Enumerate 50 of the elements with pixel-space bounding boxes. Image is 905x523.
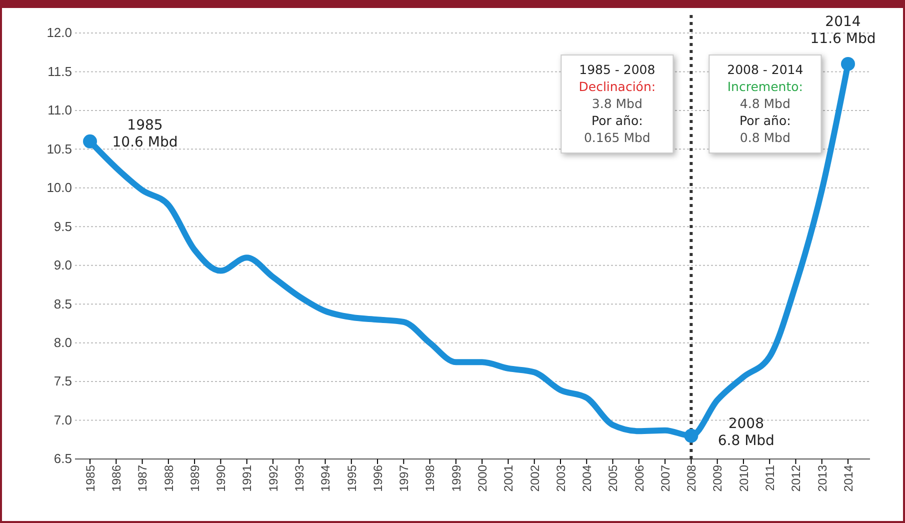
y-tick-label: 7.0 (54, 412, 72, 428)
x-tick-label: 2002 (528, 464, 542, 492)
x-tick-label: 1993 (292, 464, 307, 492)
x-tick-label: 2006 (632, 464, 646, 492)
y-tick-label: 9.5 (54, 218, 72, 234)
y-tick-label: 7.5 (54, 374, 72, 389)
y-tick-label: 9.0 (54, 258, 72, 273)
x-tick-label: 2013 (815, 464, 830, 492)
y-tick-label: 10.0 (46, 180, 72, 196)
x-tick-label: 2011 (762, 464, 777, 491)
y-tick-label: 6.5 (54, 451, 72, 466)
x-tick-label: 1997 (397, 464, 412, 492)
x-tick-label: 1999 (449, 464, 464, 492)
x-tick-label: 2003 (554, 464, 568, 492)
x-tick-label: 2010 (736, 464, 751, 492)
x-tick-label: 2007 (658, 464, 672, 492)
point (83, 134, 97, 148)
annotation: 2008 6.8 Mbd (718, 416, 774, 449)
x-tick-label: 1992 (266, 464, 280, 492)
x-tick-label: 2001 (502, 464, 516, 492)
x-tick-label: 1989 (188, 464, 202, 492)
x-tick-label: 1990 (214, 464, 228, 492)
y-tick-label: 11.5 (48, 64, 72, 79)
y-tick-label: 12.0 (46, 25, 72, 40)
annotation: 1985 - 2008 Declinación: 3.8 Mbd Por año: 0.165 Mbd (578, 62, 656, 145)
y-tick-label: 11.0 (48, 102, 72, 118)
point (841, 56, 855, 71)
y-tick-label: 8.0 (54, 334, 72, 350)
x-tick-label: 1996 (370, 464, 385, 492)
x-tick-label: 1994 (318, 464, 333, 492)
x-tick-label: 2009 (710, 464, 725, 492)
x-tick-label: 1988 (162, 464, 176, 492)
x-tick-label: 1986 (110, 464, 124, 492)
annotation: 2014 11.6 Mbd (810, 14, 876, 47)
x-tick-label: 1998 (423, 464, 438, 492)
x-tick-label: 1985 (83, 464, 98, 492)
x-tick-label: 1991 (240, 464, 254, 492)
x-tick-label: 2000 (475, 464, 490, 492)
x-tick-label: 2008 (684, 464, 699, 492)
x-tick-label: 2005 (606, 464, 620, 492)
point (684, 428, 698, 443)
x-tick-label: 1987 (136, 464, 150, 492)
annotation: 2008 - 2014 Incremento: 4.8 Mbd Por año: 0.8 Mbd (727, 62, 804, 145)
y-tick-label: 8.5 (54, 296, 72, 312)
annotation: 1985 10.6 Mbd (112, 117, 178, 150)
x-tick-label: 2004 (580, 464, 594, 492)
x-tick-label: 1995 (344, 464, 359, 492)
y-tick-label: 10.5 (46, 141, 72, 156)
x-tick-label: 2012 (789, 464, 804, 492)
x-tick-label: 2014 (841, 464, 856, 492)
